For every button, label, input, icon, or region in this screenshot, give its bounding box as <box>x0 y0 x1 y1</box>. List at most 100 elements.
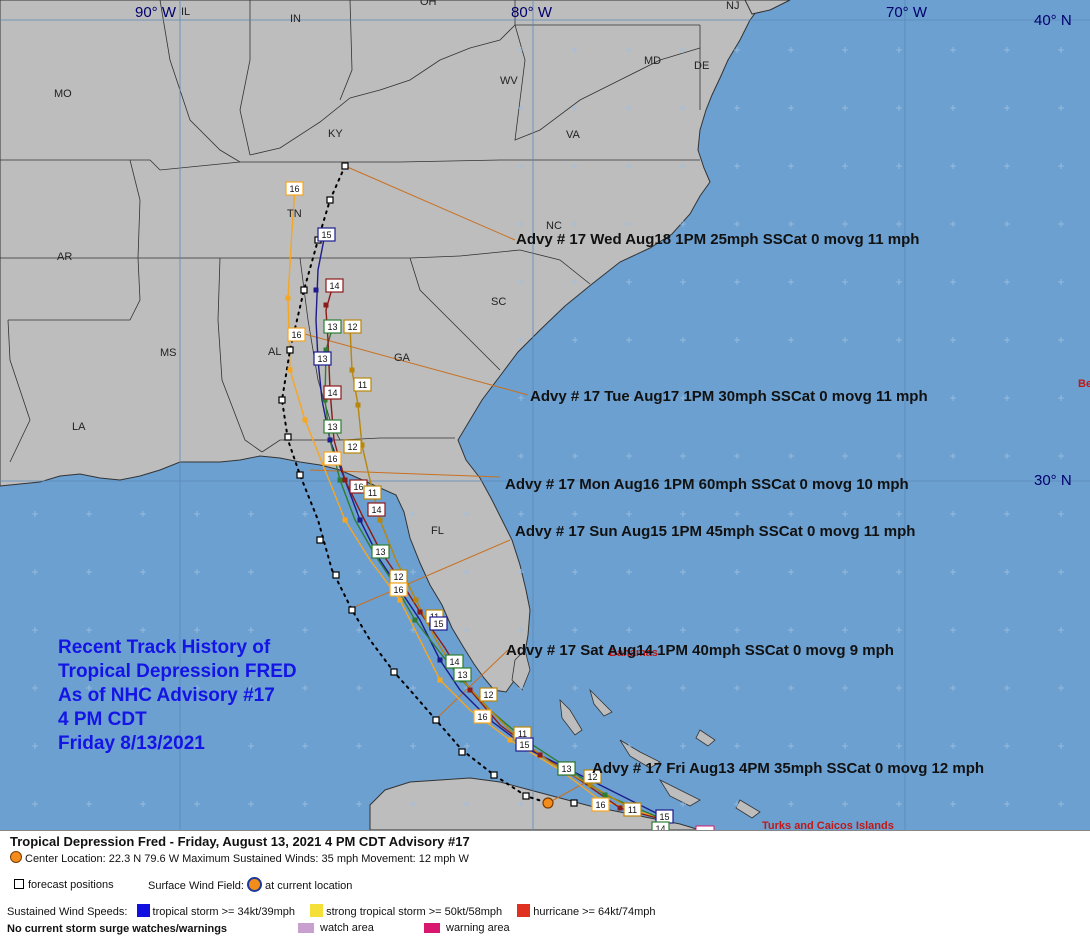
bahamas-islands <box>511 649 761 819</box>
forecast-position-markers <box>278 162 578 807</box>
tropical-storm-label: tropical storm >= 34kt/39mph <box>152 906 295 918</box>
day-label-box-22: 12 <box>479 687 498 702</box>
track-dot-3-7 <box>617 805 623 811</box>
forecast-position-5 <box>278 396 286 404</box>
state-label-in: IN <box>290 13 301 25</box>
track-dot-0-3 <box>342 517 348 523</box>
day-label-text-4: 12 <box>347 322 357 332</box>
day-label-text-1: 15 <box>321 230 331 240</box>
day-label-text-15: 13 <box>375 547 385 557</box>
meridian-90w: 90° W <box>135 4 177 21</box>
meridian-70w: 70° W <box>886 4 928 21</box>
parallel-40n: 40° N <box>1034 12 1072 29</box>
advisory-fri-aug13: Advy # 17 Fri Aug13 4PM 35mph SSCat 0 mo… <box>592 760 985 777</box>
strong-tropical-storm-swatch <box>310 904 324 917</box>
forecast-position-9 <box>332 571 340 579</box>
hurricane-swatch <box>517 904 531 917</box>
day-label-text-28: 12 <box>587 772 597 782</box>
track-dot-4-2 <box>359 442 365 448</box>
forecast-position-12 <box>432 716 440 724</box>
forecast-position-0 <box>341 162 349 170</box>
day-label-box-7: 13 <box>313 351 332 366</box>
track-dot-0-4 <box>397 597 403 603</box>
day-label-box-31: 15 <box>655 809 674 824</box>
forecast-position-7 <box>296 471 304 479</box>
watch-area-label: watch area <box>320 922 374 934</box>
day-label-box-24: 11 <box>513 726 532 741</box>
state-label-fl: FL <box>431 525 444 537</box>
state-label-ar: AR <box>57 251 73 263</box>
track-dot-0-2 <box>302 417 308 423</box>
day-label-text-27: 13 <box>561 764 571 774</box>
forecast-position-14 <box>490 771 498 779</box>
day-label-text-2: 14 <box>329 281 339 291</box>
day-label-text-19: 15 <box>433 619 443 629</box>
state-label-md: MD <box>644 55 662 67</box>
state-label-ga: GA <box>394 352 410 364</box>
legend-wind-field-row: Surface Wind Field: at current location <box>148 877 352 892</box>
day-label-text-10: 12 <box>347 442 357 452</box>
state-label-oh: OH <box>420 0 437 8</box>
title-line-2: Tropical Depression FRED <box>58 661 297 682</box>
track-dot-1-5 <box>437 657 443 663</box>
day-label-text-3: 13 <box>327 322 337 332</box>
day-label-box-17: 16 <box>389 582 408 597</box>
day-label-box-14: 14 <box>367 502 386 517</box>
place-bahamas: Bahamas <box>609 647 658 659</box>
current-location-icon <box>10 851 22 863</box>
day-label-text-20: 14 <box>449 657 459 667</box>
legend-watch-row: watch area <box>298 922 374 934</box>
day-label-text-32: 14 <box>655 824 665 830</box>
state-label-ky: KY <box>328 128 343 140</box>
track-dot-0-1 <box>287 367 293 373</box>
day-label-box-10: 12 <box>343 439 362 454</box>
track-dot-4-7 <box>587 782 593 788</box>
day-label-box-8: 14 <box>323 385 342 400</box>
state-label-va: VA <box>566 129 580 141</box>
forecast-position-11 <box>390 668 398 676</box>
state-label-mo: MO <box>54 88 72 100</box>
forecast-position-16 <box>570 799 578 807</box>
hurricane-label: hurricane >= 64kt/74mph <box>533 906 656 918</box>
day-label-text-6: 11 <box>358 380 367 390</box>
track-dot-3-4 <box>417 609 423 615</box>
track-dot-4-1 <box>355 402 361 408</box>
track-dot-2-4 <box>412 617 418 623</box>
parallel-30n: 30° N <box>1034 472 1072 489</box>
track-dot-0-5 <box>437 677 443 683</box>
state-label-il: IL <box>181 6 191 18</box>
title-line-3: As of NHC Advisory #17 <box>58 685 275 706</box>
state-label-la: LA <box>72 421 86 433</box>
day-label-box-32: 14 <box>651 821 670 830</box>
track-dot-0-0 <box>285 295 291 301</box>
forecast-position-8 <box>316 536 324 544</box>
day-label-box-16: 12 <box>389 569 408 584</box>
advisory-sun-aug15: Advy # 17 Sun Aug15 1PM 45mph SSCat 0 mo… <box>515 523 916 540</box>
grid-crosses <box>32 47 1064 807</box>
northeast-coast <box>744 0 791 15</box>
state-label-nj: NJ <box>726 0 740 12</box>
center-location-text: Center Location: 22.3 N 79.6 W Maximum S… <box>25 853 469 865</box>
day-label-text-25: 15 <box>519 740 529 750</box>
day-label-text-24: 11 <box>518 729 527 739</box>
state-label-tn: TN <box>287 208 302 220</box>
day-label-box-1: 15 <box>317 227 336 242</box>
track-dot-2-1 <box>322 397 328 403</box>
forecast-position-3 <box>300 286 308 294</box>
track-dot-3-2 <box>342 477 348 483</box>
meridian-80w: 80° W <box>511 4 553 21</box>
day-label-box-11: 16 <box>323 451 342 466</box>
day-label-text-23: 16 <box>477 712 487 722</box>
sustained-wind-speeds-label: Sustained Wind Speeds: <box>7 906 128 918</box>
at-current-location-label: at current location <box>264 880 353 892</box>
track-dot-1-0 <box>313 287 319 293</box>
forecast-positions-label: forecast positions <box>28 879 114 891</box>
day-label-text-5: 16 <box>291 330 301 340</box>
day-label-text-21: 13 <box>457 670 467 680</box>
cuba <box>369 777 701 830</box>
state-label-nc: NC <box>546 220 562 232</box>
title-line-4: 4 PM CDT <box>58 709 147 730</box>
legend-warning-row: warning area <box>424 922 510 934</box>
watch-area-swatch <box>298 923 314 933</box>
day-label-box-5: 16 <box>287 327 306 342</box>
